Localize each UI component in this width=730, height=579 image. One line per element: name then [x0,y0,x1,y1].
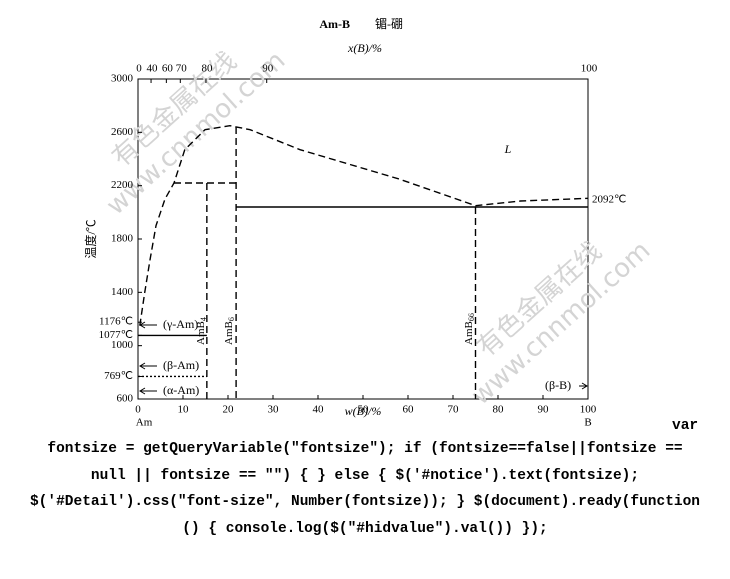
region-label: (β-B) [545,378,571,392]
x-tick-label: 40 [313,404,325,416]
end-label: B [584,417,591,429]
arrow [139,387,157,395]
chart: Am-B 镅-硼 x(B)/% w(B)/% 温度/℃ 有色金属在线www.cn… [83,16,657,429]
y-tick-label: 769℃ [104,370,133,382]
right-label: 2092℃ [592,194,626,206]
y-tick-label: 1176℃ [99,316,133,328]
phase-line [139,124,589,326]
region-label: (γ-Am) [163,317,198,331]
x2-tick-label: 70 [176,63,188,75]
region-label: L [504,142,512,156]
compound-subscript: 4 [199,317,208,321]
x2-tick-label: 60 [162,63,174,75]
y-tick-label: 1077℃ [99,329,133,341]
code-text: var [672,418,699,434]
x-tick-label: 10 [178,404,190,416]
y-tick-label: 3000 [111,73,134,85]
y-tick-label: 2200 [111,179,134,191]
compound-name: AmB [463,321,475,345]
chart-title: Am-B [319,17,350,31]
x-tick-label: 60 [403,404,415,416]
x2-axis-label: x(B)/% [347,41,382,55]
code-text: fontsize = getQueryVariable("fontsize");… [47,441,683,457]
region-label: (β-Am) [163,358,199,372]
x-tick-label: 70 [448,404,460,416]
y-tick-label: 1800 [111,233,134,245]
compound-label: AmB66 [463,313,476,345]
x-tick-label: 50 [358,404,370,416]
x-tick-label: 80 [493,404,505,416]
x2-tick-label: 80 [201,63,213,75]
arrow [139,321,157,329]
compound-label: AmB6 [223,317,236,345]
x2-tick-label: 0 [136,63,142,75]
x-tick-label: 30 [268,404,280,416]
y-tick-label: 2600 [111,126,134,138]
end-label: Am [136,417,153,429]
x-tick-label: 20 [223,404,235,416]
x-axis-label: w(B)/% [345,404,382,418]
code-text: null || fontsize == "") { } else { $('#n… [90,468,640,484]
y-tick-label: 1000 [111,339,134,351]
chart-subtitle: 镅-硼 [375,16,403,31]
x2-tick-label: 90 [262,63,274,75]
x2-tick-label: 40 [147,63,159,75]
x2-tick-label: 100 [581,63,598,75]
compound-name: AmB [195,321,207,345]
y-tick-label: 600 [117,393,134,405]
y-tick-label: 1400 [111,286,134,298]
compound-label: AmB4 [195,317,208,345]
code-text: () { console.log($("#hidvalue").val()) }… [182,521,548,537]
compound-subscript: 6 [227,317,236,321]
region-label: (α-Am) [163,383,199,397]
arrow [579,382,588,390]
compound-subscript: 66 [467,313,476,321]
compound-name: AmB [223,321,235,345]
code-text: $('#Detail').css("font-size", Number(fon… [29,494,700,510]
x-tick-label: 100 [580,404,597,416]
x-tick-label: 90 [538,404,550,416]
x-tick-label: 0 [135,404,141,416]
arrow [139,362,157,370]
y-axis-label: 温度/℃ [83,219,98,258]
